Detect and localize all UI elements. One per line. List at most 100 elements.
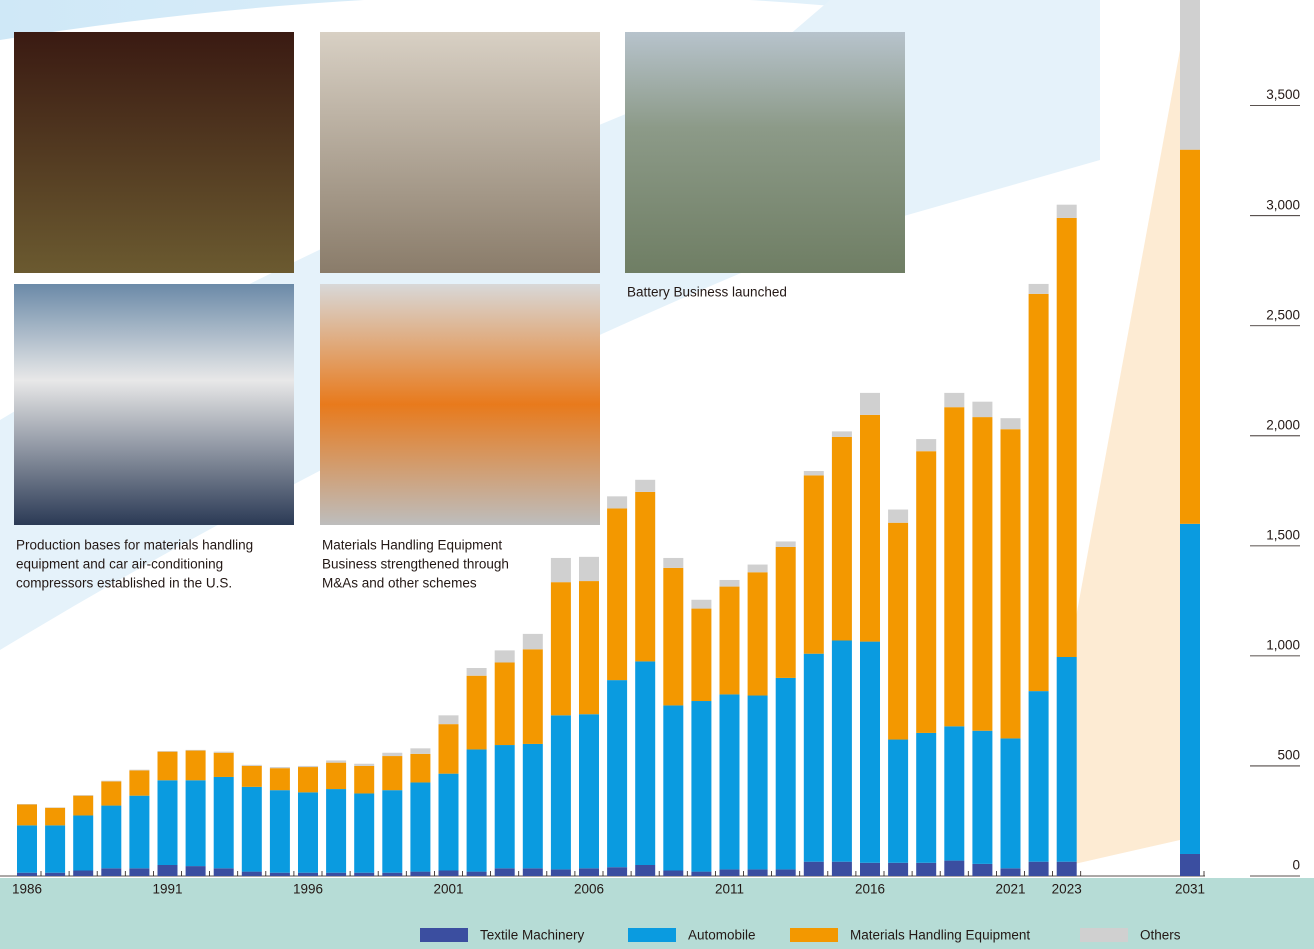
bar-segment bbox=[382, 872, 403, 876]
bar-segment bbox=[354, 872, 375, 876]
bar-segment bbox=[747, 869, 768, 876]
bar-segment bbox=[775, 541, 796, 547]
bar-segment bbox=[635, 864, 656, 876]
bar-segment bbox=[410, 748, 431, 754]
bar-segment bbox=[354, 793, 375, 873]
bar-segment bbox=[972, 730, 993, 864]
photo bbox=[625, 32, 905, 273]
bar-segment bbox=[1028, 691, 1049, 862]
x-tick-label: 2016 bbox=[855, 882, 885, 897]
bar-segment bbox=[775, 869, 796, 876]
bar-segment bbox=[241, 871, 262, 876]
legend-swatch bbox=[790, 928, 838, 942]
bar-segment bbox=[326, 789, 347, 873]
bar-segment bbox=[719, 694, 740, 870]
bar-segment bbox=[691, 599, 712, 609]
photo bbox=[14, 32, 294, 273]
bar-segment bbox=[747, 695, 768, 870]
bar-segment bbox=[522, 743, 543, 869]
x-tick-label: 1991 bbox=[152, 882, 182, 897]
bar-segment bbox=[494, 745, 515, 869]
bar-segment bbox=[888, 509, 909, 523]
bar-segment bbox=[579, 714, 599, 869]
bar-segment bbox=[269, 790, 290, 873]
bar-segment bbox=[382, 790, 403, 873]
bar-segment bbox=[185, 749, 206, 751]
photo bbox=[320, 32, 600, 273]
bar-segment bbox=[326, 760, 347, 763]
x-tick-label: 2011 bbox=[715, 882, 744, 897]
bar-segment bbox=[607, 867, 628, 876]
bar-segment bbox=[663, 557, 684, 568]
bar-segment bbox=[1180, 523, 1200, 854]
x-tick-label: 2023 bbox=[1052, 882, 1082, 897]
x-tick-label: 2001 bbox=[433, 882, 463, 897]
photo-caption: Materials Handling Equipment bbox=[322, 538, 502, 553]
bar-segment bbox=[607, 496, 628, 509]
bar-segment bbox=[354, 763, 375, 766]
bar-segment bbox=[1056, 861, 1077, 876]
bar-segment bbox=[1000, 418, 1021, 430]
bar-segment bbox=[185, 750, 206, 781]
bar-segment bbox=[1028, 283, 1049, 294]
bar-segment bbox=[860, 392, 880, 415]
bar-segment bbox=[691, 608, 712, 702]
bar-segment bbox=[550, 582, 571, 716]
bar-segment bbox=[747, 572, 768, 696]
bar-segment bbox=[466, 749, 487, 872]
y-tick-label: 2,000 bbox=[1266, 417, 1300, 432]
bar-segment bbox=[803, 861, 824, 876]
bar-segment bbox=[719, 586, 740, 695]
bar-segment bbox=[157, 750, 178, 752]
legend-label: Others bbox=[1140, 928, 1181, 943]
bar-segment bbox=[382, 756, 403, 791]
bar-segment bbox=[522, 633, 543, 650]
bar-segment bbox=[916, 451, 937, 733]
bar-segment bbox=[157, 751, 178, 781]
bar-segment bbox=[522, 649, 543, 744]
y-tick-label: 3,500 bbox=[1266, 87, 1300, 102]
bar-segment bbox=[326, 762, 347, 790]
bar-segment bbox=[1000, 738, 1021, 869]
bar-segment bbox=[831, 431, 852, 437]
bar-segment bbox=[438, 724, 459, 774]
bar-segment bbox=[466, 675, 487, 750]
bar-segment bbox=[73, 795, 94, 796]
bar-segment bbox=[298, 872, 318, 876]
bar-segment bbox=[916, 862, 937, 876]
bar-segment bbox=[129, 770, 150, 796]
bar-segment bbox=[73, 815, 94, 871]
bar-segment bbox=[1056, 657, 1077, 862]
bar-segment bbox=[803, 653, 824, 862]
bar-segment bbox=[663, 567, 684, 706]
bar-segment bbox=[157, 780, 178, 865]
x-tick-label: 2006 bbox=[574, 882, 604, 897]
bar-segment bbox=[831, 861, 852, 876]
bar-segment bbox=[719, 579, 740, 587]
bar-segment bbox=[73, 870, 94, 876]
bar-segment bbox=[494, 662, 515, 746]
bar-segment bbox=[719, 869, 740, 876]
bar-segment bbox=[579, 556, 599, 582]
bar-segment bbox=[888, 862, 909, 876]
bar-segment bbox=[185, 780, 206, 867]
legend-swatch bbox=[628, 928, 676, 942]
bar-segment bbox=[269, 768, 290, 791]
bar-segment bbox=[944, 407, 965, 727]
bar-segment bbox=[888, 522, 909, 740]
bar-segment bbox=[1056, 204, 1077, 218]
bar-segment bbox=[269, 872, 290, 876]
bar-segment bbox=[1028, 861, 1049, 876]
bar-segment bbox=[101, 868, 122, 876]
bar-segment bbox=[775, 677, 796, 870]
bar-segment bbox=[410, 753, 431, 783]
bar-segment bbox=[550, 715, 571, 870]
bar-segment bbox=[944, 726, 965, 861]
photo bbox=[14, 284, 294, 525]
bar-segment bbox=[17, 804, 37, 826]
bar-segment bbox=[213, 868, 234, 876]
bar-segment bbox=[298, 792, 318, 873]
bar-segment bbox=[17, 825, 37, 873]
bar-segment bbox=[550, 869, 571, 876]
